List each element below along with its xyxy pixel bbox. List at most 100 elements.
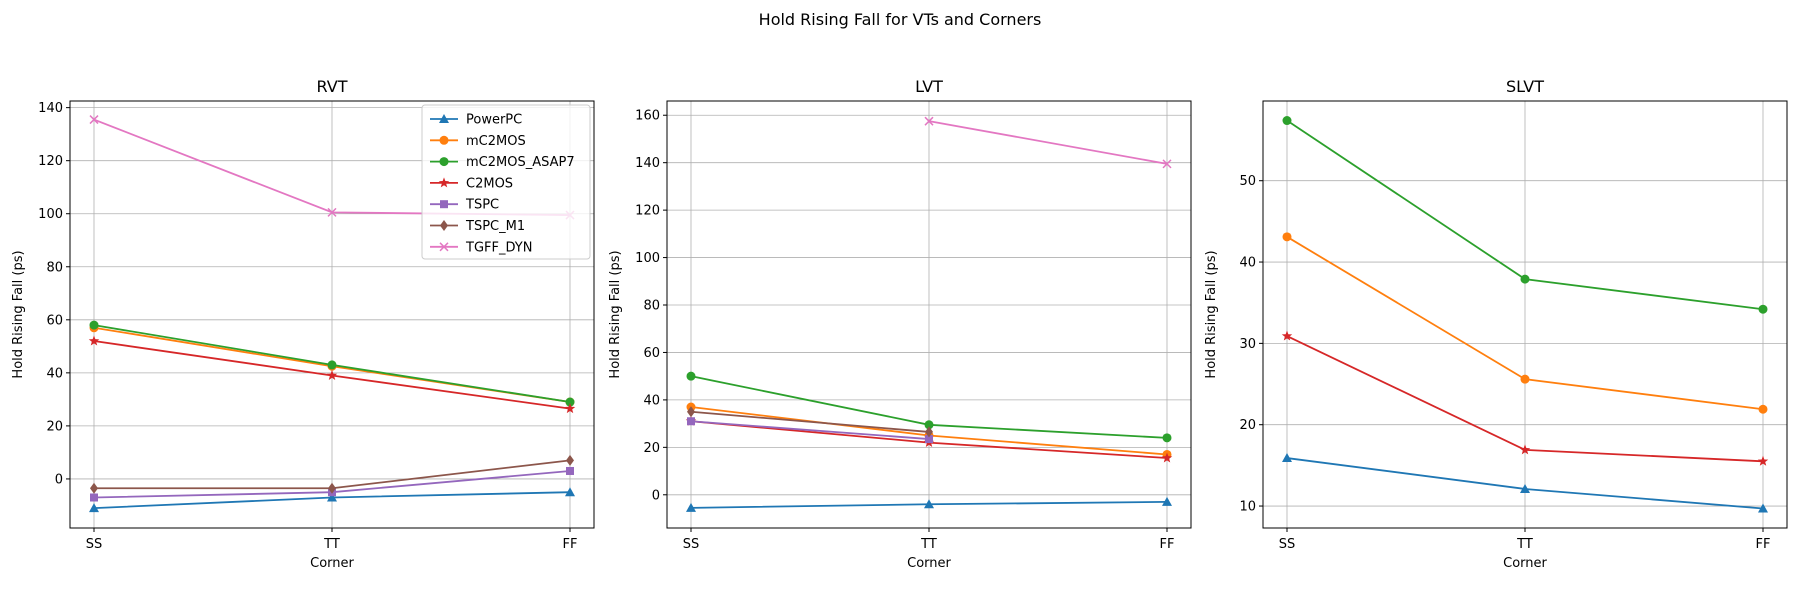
legend-label: TSPC bbox=[465, 198, 499, 213]
x-tick-label: SS bbox=[86, 537, 103, 552]
legend-marker bbox=[439, 114, 449, 123]
legend-label: C2MOS bbox=[466, 176, 513, 191]
data-point-mc2mos bbox=[1758, 404, 1768, 414]
legend-marker bbox=[439, 157, 449, 167]
legend-label: TSPC_M1 bbox=[465, 219, 525, 234]
legend-label: PowerPC bbox=[466, 113, 522, 128]
data-point-mc2mos bbox=[1520, 374, 1530, 384]
panel-title: RVT bbox=[317, 77, 348, 96]
series-line-tgff-dyn bbox=[928, 120, 1168, 165]
y-tick-label: 120 bbox=[38, 154, 63, 169]
data-point-tgff-dyn bbox=[89, 115, 99, 125]
data-point-c2mos bbox=[88, 335, 100, 346]
y-tick-label: 140 bbox=[635, 156, 660, 171]
y-tick-label: 60 bbox=[46, 313, 63, 328]
data-point-tspc-m1 bbox=[925, 426, 933, 438]
x-axis-label: Corner bbox=[1503, 556, 1547, 571]
legend-marker bbox=[438, 177, 450, 188]
legend-item-tspc-m1: TSPC_M1 bbox=[430, 219, 525, 234]
data-point-powerpc bbox=[1162, 496, 1172, 506]
data-point-tspc bbox=[566, 466, 574, 475]
data-point-mc2mos-asap7 bbox=[686, 371, 696, 381]
legend-item-mc2mos-asap7: mC2MOS_ASAP7 bbox=[430, 155, 575, 170]
y-tick-label: 20 bbox=[1239, 418, 1256, 433]
data-point-mc2mos-asap7 bbox=[565, 397, 575, 407]
x-tick-label: TT bbox=[920, 537, 937, 552]
legend-item-mc2mos: mC2MOS bbox=[430, 134, 526, 149]
data-point-powerpc bbox=[327, 492, 337, 502]
y-axis-label: Hold Rising Fall (ps) bbox=[608, 250, 623, 378]
data-point-c2mos bbox=[1281, 330, 1293, 341]
legend-item-powerpc: PowerPC bbox=[430, 113, 522, 128]
data-point-powerpc bbox=[924, 499, 934, 509]
data-point-tgff-dyn bbox=[327, 207, 337, 217]
data-point-c2mos bbox=[1161, 452, 1173, 463]
y-tick-label: 140 bbox=[38, 101, 63, 116]
data-point-mc2mos-asap7 bbox=[1520, 274, 1530, 284]
y-tick-label: 160 bbox=[635, 109, 660, 124]
data-point-c2mos bbox=[564, 403, 576, 414]
x-axis-label: Corner bbox=[907, 556, 951, 571]
y-tick-label: 30 bbox=[1239, 337, 1256, 352]
y-tick-label: 40 bbox=[46, 366, 63, 381]
data-point-mc2mos bbox=[1282, 232, 1292, 242]
data-point-c2mos bbox=[1757, 455, 1769, 466]
legend-marker bbox=[440, 220, 448, 231]
panel-slvt: 10 20 30 40 50 SS TT FF SLVT Corner Hold Rising Fa… bbox=[1204, 77, 1788, 571]
data-point-c2mos bbox=[326, 370, 338, 380]
data-point-tspc bbox=[90, 493, 98, 502]
x-tick-label: FF bbox=[563, 537, 578, 552]
y-tick-label: 120 bbox=[635, 204, 660, 219]
data-point-powerpc bbox=[1520, 483, 1530, 493]
data-point-powerpc bbox=[686, 502, 696, 512]
y-tick-label: 80 bbox=[46, 260, 63, 275]
legend-label: mC2MOS bbox=[466, 134, 526, 149]
y-tick-label: 40 bbox=[1239, 256, 1256, 271]
data-point-tspc-m1 bbox=[328, 482, 336, 494]
legend-box bbox=[421, 104, 591, 260]
x-tick-label: SS bbox=[1279, 537, 1296, 552]
legend-marker bbox=[439, 135, 449, 145]
y-tick-label: 20 bbox=[643, 441, 660, 456]
figure-title: Hold Rising Fall for VTs and Corners bbox=[758, 10, 1042, 29]
data-point-c2mos bbox=[1519, 444, 1531, 455]
legend: PowerPC mC2MOS mC2MOS_ASAP7 C2MOS TSPC TSPC_M… bbox=[421, 104, 591, 260]
legend-item-tgff-dyn: TGFF_DYN bbox=[430, 240, 532, 255]
legend-item-c2mos: C2MOS bbox=[430, 176, 513, 191]
data-point-tgff-dyn bbox=[924, 116, 934, 126]
y-tick-label: 50 bbox=[1239, 174, 1256, 189]
data-point-mc2mos-asap7 bbox=[1282, 116, 1292, 126]
legend-marker bbox=[439, 242, 449, 252]
data-point-tspc-m1 bbox=[687, 406, 695, 418]
y-axis-label: Hold Rising Fall (ps) bbox=[1204, 250, 1219, 378]
series-line-tspc bbox=[690, 420, 930, 440]
data-point-mc2mos-asap7 bbox=[1162, 433, 1172, 443]
x-tick-label: TT bbox=[323, 537, 340, 552]
y-tick-label: 10 bbox=[1239, 500, 1256, 515]
x-tick-label: FF bbox=[1756, 537, 1771, 552]
data-point-tspc-m1 bbox=[566, 454, 574, 466]
data-point-mc2mos-asap7 bbox=[327, 360, 337, 370]
legend-label: TGFF_DYN bbox=[465, 240, 532, 255]
data-point-mc2mos-asap7 bbox=[89, 320, 99, 330]
x-tick-label: SS bbox=[683, 537, 700, 552]
y-tick-label: 60 bbox=[643, 346, 660, 361]
data-point-tspc bbox=[925, 435, 933, 444]
data-point-powerpc bbox=[89, 503, 99, 513]
panel-rvt: 0 20 40 60 80 100 120 140 SS TT FF RVT Corner Hold Ri… bbox=[11, 77, 595, 571]
y-tick-label: 100 bbox=[38, 207, 63, 222]
y-tick-label: 80 bbox=[643, 299, 660, 314]
data-point-powerpc bbox=[565, 487, 575, 497]
panel-lvt: 0 20 40 60 80 100 120 140 160 SS TT FF LVT Corner Hold… bbox=[608, 77, 1192, 571]
y-tick-label: 40 bbox=[643, 393, 660, 408]
data-point-tgff-dyn bbox=[1162, 159, 1172, 169]
legend-item-tspc: TSPC bbox=[430, 198, 499, 213]
y-tick-label: 100 bbox=[635, 251, 660, 266]
legend-marker bbox=[440, 200, 448, 209]
data-point-mc2mos-asap7 bbox=[1758, 304, 1768, 314]
data-point-tspc bbox=[687, 417, 695, 426]
data-point-mc2mos-asap7 bbox=[924, 420, 934, 430]
x-tick-label: TT bbox=[1516, 537, 1533, 552]
y-tick-label: 0 bbox=[652, 488, 660, 503]
